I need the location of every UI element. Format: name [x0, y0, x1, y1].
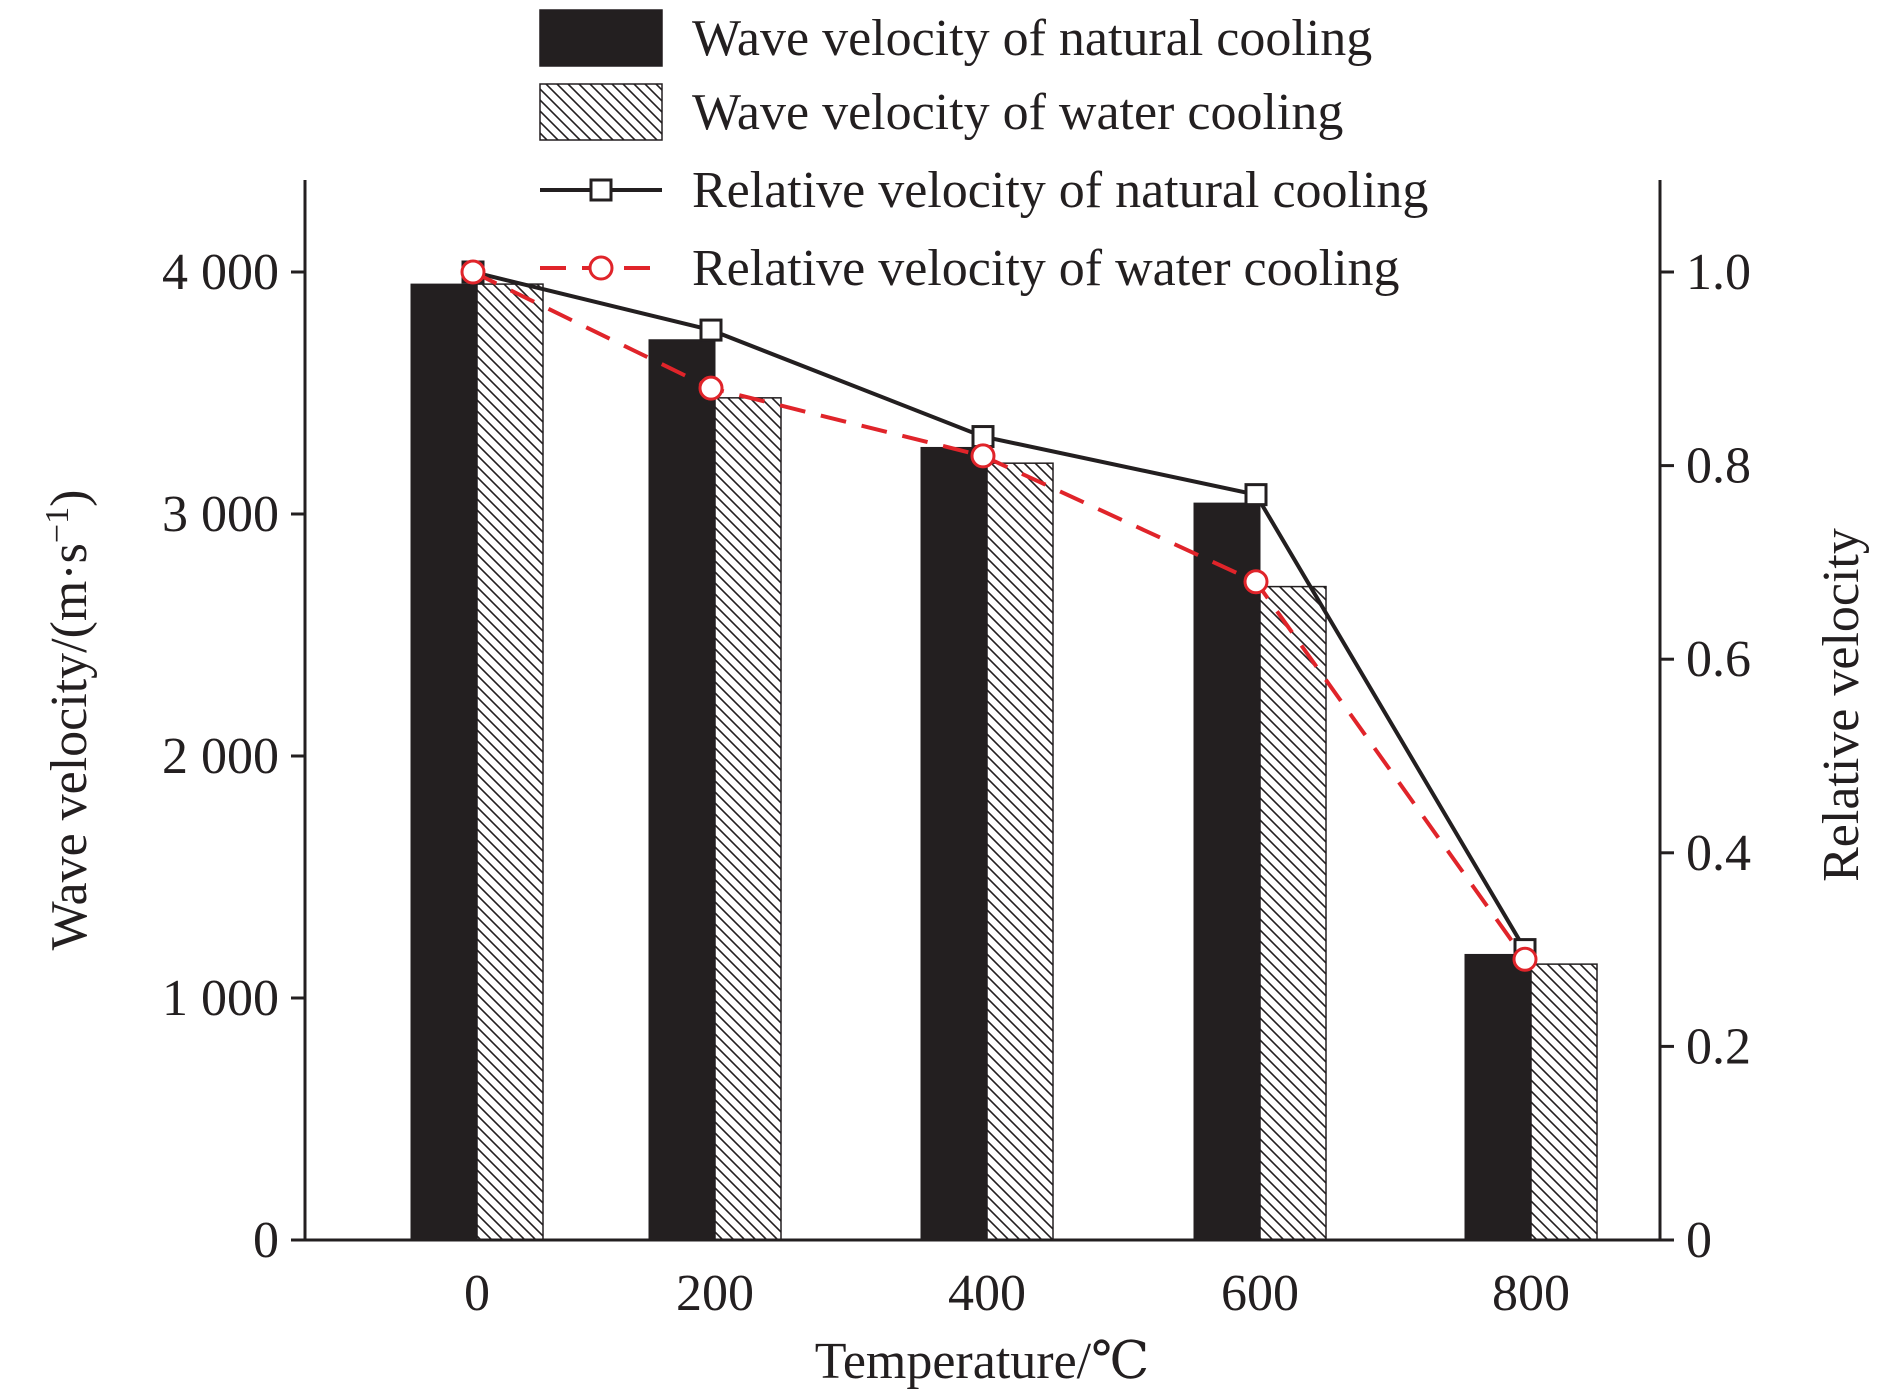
marker-relative-water-cooling-0	[460, 259, 486, 285]
marker-relative-water-cooling-1	[698, 375, 724, 401]
x-tick-label-1: 200	[676, 1265, 754, 1322]
legend-swatch-water-cooling	[539, 83, 663, 141]
bar-water-cooling-2	[986, 462, 1054, 1241]
bar-water-cooling-1	[714, 397, 782, 1241]
y-left-tick-label-2: 2 000	[162, 728, 279, 785]
bar-natural-cooling-1	[648, 339, 716, 1241]
bar-natural-cooling-4	[1464, 953, 1532, 1241]
y-left-tick-label-0: 0	[253, 1212, 279, 1269]
x-axis-title: Temperature/℃	[815, 1333, 1150, 1390]
x-tick-label-2: 400	[948, 1265, 1026, 1322]
y-axis-left-title: Wave velocity/(m·s−1)	[39, 490, 98, 951]
x-tick-label-4: 800	[1492, 1265, 1570, 1322]
legend-marker-relative-water-cooling	[588, 255, 614, 281]
bar-natural-cooling-2	[920, 446, 988, 1241]
marker-relative-water-cooling-3	[1243, 569, 1269, 595]
legend-label-line-0: Relative velocity of natural cooling	[692, 162, 1428, 219]
bar-natural-cooling-3	[1193, 502, 1261, 1241]
bar-water-cooling-4	[1530, 963, 1598, 1241]
y-right-tick-label-4: 0.8	[1686, 438, 1751, 495]
marker-relative-water-cooling-4	[1512, 946, 1538, 972]
marker-relative-natural-cooling-1	[699, 318, 723, 342]
legend-label-bar-1: Wave velocity of water cooling	[692, 84, 1343, 141]
legend-swatch-natural-cooling	[539, 9, 663, 67]
bar-water-cooling-0	[476, 283, 544, 1241]
legend-label-bar-0: Wave velocity of natural cooling	[692, 10, 1372, 67]
x-tick-label-0: 0	[464, 1265, 490, 1322]
y-left-tick-label-3: 3 000	[162, 486, 279, 543]
bar-natural-cooling-0	[410, 283, 478, 1241]
line-relative-water-cooling	[472, 270, 1527, 961]
y-right-tick-label-2: 0.4	[1686, 825, 1751, 882]
legend-label-line-1: Relative velocity of water cooling	[692, 240, 1400, 297]
marker-relative-natural-cooling-3	[1244, 483, 1268, 507]
marker-relative-water-cooling-2	[970, 443, 996, 469]
y-right-tick-label-5: 1.0	[1686, 244, 1751, 301]
y-axis-left-title-superscript: −1	[39, 507, 76, 543]
y-right-tick-label-1: 0.2	[1686, 1018, 1751, 1075]
y-axis-left-title-suffix: )	[41, 490, 98, 507]
y-right-tick-label-0: 0	[1686, 1212, 1712, 1269]
y-right-tick-label-3: 0.6	[1686, 631, 1751, 688]
x-tick-label-3: 600	[1221, 1265, 1299, 1322]
y-axis-right-title: Relative velocity	[1813, 528, 1870, 882]
bar-water-cooling-3	[1259, 585, 1327, 1241]
y-axis-left-title-main: Wave velocity/(m·s	[41, 543, 98, 950]
y-left-tick-label-4: 4 000	[162, 244, 279, 301]
y-left-tick-label-1: 1 000	[162, 970, 279, 1027]
legend-marker-relative-natural-cooling	[589, 178, 613, 202]
